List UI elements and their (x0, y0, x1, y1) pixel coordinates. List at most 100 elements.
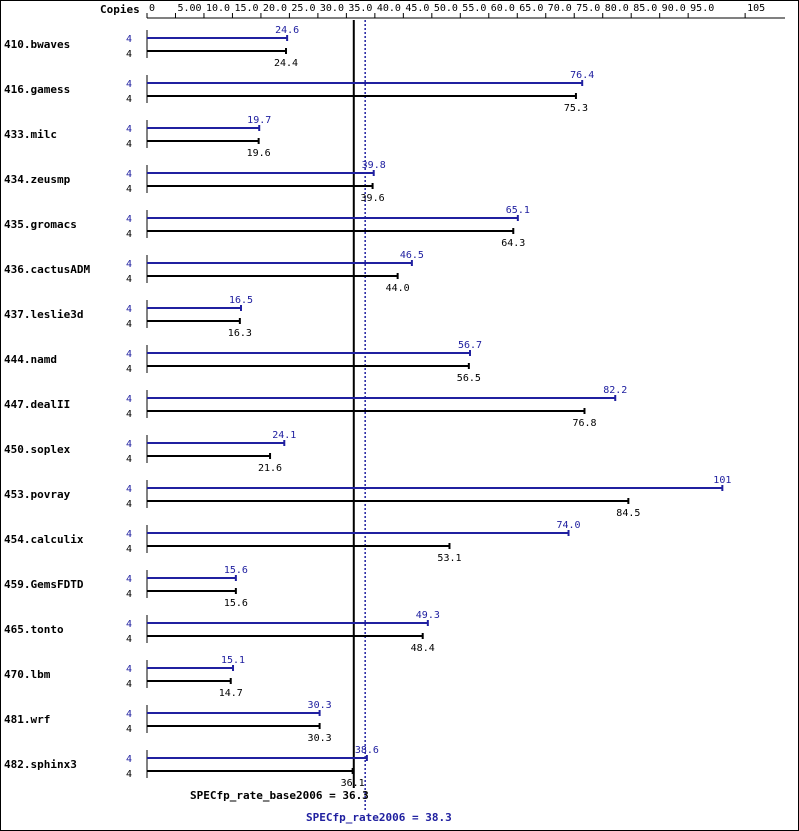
benchmark-row: 450.soplex 4 4 24.1 21.6 (4, 430, 296, 474)
peak-copies-label: 4 (126, 619, 132, 630)
benchmark-name: 482.sphinx3 (4, 758, 77, 771)
peak-copies-label: 4 (126, 79, 132, 90)
benchmark-name: 465.tonto (4, 623, 64, 636)
peak-copies-label: 4 (126, 34, 132, 45)
summary-peak-label: SPECfp_rate2006 = 38.3 (306, 811, 452, 824)
peak-copies-label: 4 (126, 484, 132, 495)
peak-copies-label: 4 (126, 394, 132, 405)
x-tick-label: 40.0 (377, 3, 401, 14)
peak-copies-label: 4 (126, 124, 132, 135)
base-copies-label: 4 (126, 499, 132, 510)
base-copies-label: 4 (126, 274, 132, 285)
base-copies-label: 4 (126, 139, 132, 150)
reference-lines (352, 20, 366, 810)
base-value-label: 16.3 (228, 328, 252, 339)
benchmark-row: 434.zeusmp 4 4 39.8 39.6 (4, 160, 386, 204)
benchmark-rows: 410.bwaves 4 4 24.6 24.4 416.gamess 4 4 76.4 75.3… (4, 25, 731, 789)
benchmark-row: 459.GemsFDTD 4 4 15.6 15.6 (4, 565, 248, 609)
x-tick-label: 65.0 (519, 3, 543, 14)
base-copies-label: 4 (126, 769, 132, 780)
base-value-label: 30.3 (308, 733, 332, 744)
x-tick-label: 105 (747, 3, 765, 14)
x-axis-label: Copies (100, 3, 140, 16)
benchmark-row: 444.namd 4 4 56.7 56.5 (4, 340, 482, 384)
benchmark-name: 454.calculix (4, 533, 84, 546)
benchmark-name: 433.milc (4, 128, 57, 141)
peak-value-label: 38.6 (355, 745, 379, 756)
base-value-label: 48.4 (411, 643, 435, 654)
peak-value-label: 24.1 (272, 430, 296, 441)
peak-value-label: 39.8 (362, 160, 386, 171)
base-value-label: 44.0 (386, 283, 410, 294)
benchmark-name: 447.dealII (4, 398, 70, 411)
benchmark-name: 453.povray (4, 488, 71, 501)
peak-value-label: 56.7 (458, 340, 482, 351)
base-copies-label: 4 (126, 544, 132, 555)
peak-value-label: 24.6 (275, 25, 299, 36)
base-value-label: 84.5 (616, 508, 640, 519)
benchmark-row: 410.bwaves 4 4 24.6 24.4 (4, 25, 299, 69)
peak-copies-label: 4 (126, 754, 132, 765)
peak-copies-label: 4 (126, 259, 132, 270)
benchmark-name: 436.cactusADM (4, 263, 90, 276)
base-copies-label: 4 (126, 724, 132, 735)
x-tick-label: 70.0 (548, 3, 572, 14)
base-copies-label: 4 (126, 49, 132, 60)
peak-copies-label: 4 (126, 214, 132, 225)
base-copies-label: 4 (126, 184, 132, 195)
base-copies-label: 4 (126, 319, 132, 330)
x-tick-label: 5.00 (177, 3, 201, 14)
peak-copies-label: 4 (126, 169, 132, 180)
base-value-label: 39.6 (361, 193, 385, 204)
benchmark-name: 437.leslie3d (4, 308, 83, 321)
peak-value-label: 82.2 (603, 385, 627, 396)
benchmark-name: 416.gamess (4, 83, 70, 96)
peak-value-label: 65.1 (506, 205, 530, 216)
x-tick-label: 90.0 (662, 3, 686, 14)
base-copies-label: 4 (126, 679, 132, 690)
benchmark-row: 453.povray 4 4 101 84.5 (4, 475, 731, 519)
x-tick-label: 0 (149, 3, 155, 14)
x-tick-label: 10.0 (206, 3, 230, 14)
base-copies-label: 4 (126, 589, 132, 600)
base-copies-label: 4 (126, 634, 132, 645)
benchmark-row: 436.cactusADM 4 4 46.5 44.0 (4, 250, 424, 294)
base-value-label: 19.6 (247, 148, 271, 159)
x-tick-label: 85.0 (633, 3, 657, 14)
peak-value-label: 74.0 (556, 520, 580, 531)
peak-value-label: 101 (713, 475, 731, 486)
x-tick-label: 30.0 (320, 3, 344, 14)
benchmark-name: 459.GemsFDTD (4, 578, 84, 591)
benchmark-row: 447.dealII 4 4 82.2 76.8 (4, 385, 627, 429)
peak-value-label: 30.3 (308, 700, 332, 711)
benchmark-name: 450.soplex (4, 443, 71, 456)
base-value-label: 64.3 (501, 238, 525, 249)
benchmark-row: 470.lbm 4 4 15.1 14.7 (4, 655, 245, 699)
benchmark-row: 481.wrf 4 4 30.3 30.3 (4, 700, 332, 744)
peak-value-label: 19.7 (247, 115, 271, 126)
benchmark-name: 444.namd (4, 353, 57, 366)
peak-value-label: 15.6 (224, 565, 248, 576)
peak-value-label: 49.3 (416, 610, 440, 621)
benchmark-row: 416.gamess 4 4 76.4 75.3 (4, 70, 594, 114)
benchmark-name: 435.gromacs (4, 218, 77, 231)
base-copies-label: 4 (126, 94, 132, 105)
benchmark-row: 437.leslie3d 4 4 16.5 16.3 (4, 295, 253, 339)
benchmark-name: 481.wrf (4, 713, 50, 726)
base-copies-label: 4 (126, 229, 132, 240)
benchmark-row: 454.calculix 4 4 74.0 53.1 (4, 520, 581, 564)
base-value-label: 15.6 (224, 598, 248, 609)
peak-copies-label: 4 (126, 664, 132, 675)
base-copies-label: 4 (126, 409, 132, 420)
peak-value-label: 46.5 (400, 250, 424, 261)
x-tick-label: 35.0 (348, 3, 372, 14)
benchmark-row: 482.sphinx3 4 4 38.6 36.1 (4, 745, 379, 789)
x-tick-label: 50.0 (434, 3, 458, 14)
benchmark-name: 410.bwaves (4, 38, 70, 51)
base-copies-label: 4 (126, 454, 132, 465)
base-value-label: 21.6 (258, 463, 282, 474)
x-tick-label: 55.0 (462, 3, 486, 14)
